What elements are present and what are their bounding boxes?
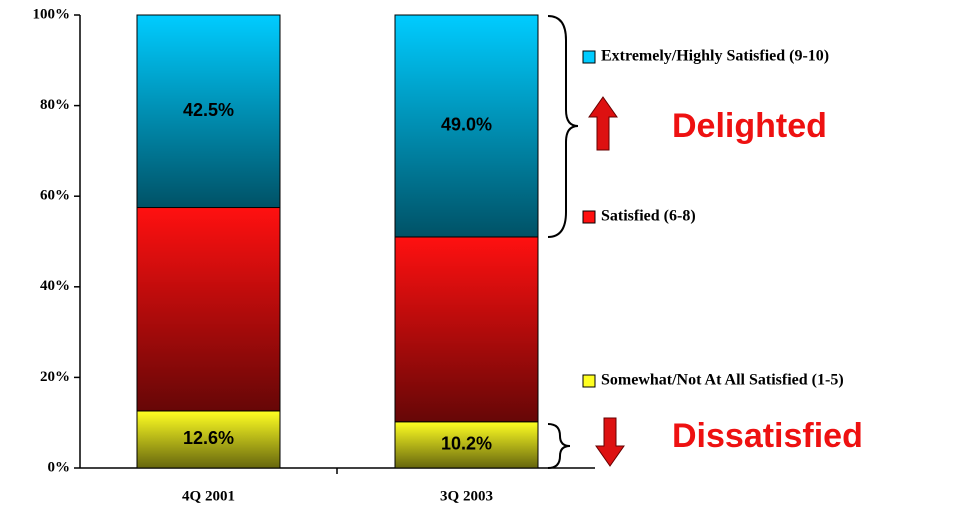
y-tick-label: 60% [40,188,70,204]
legend-label: Extremely/Highly Satisfied (9-10) [601,48,829,65]
bar-shade [394,14,539,238]
y-tick-label: 80% [40,97,70,113]
legend-swatch [582,374,596,388]
bar-shade [136,410,281,469]
y-tick-label: 20% [40,369,70,385]
value-label: 49.0% [441,115,492,135]
x-tick-label: 3Q 2003 [440,488,493,504]
y-tick-label: 100% [33,6,71,22]
legend-label: Satisfied (6-8) [601,208,696,225]
brace [547,15,579,238]
down-arrow [595,417,625,467]
legend-label: Somewhat/Not At All Satisfied (1-5) [601,372,844,389]
annotation: Delighted [672,107,827,145]
bar-shade [136,207,281,412]
bar-shade [394,236,539,423]
value-label: 12.6% [183,428,234,448]
bar-shade [136,14,281,209]
value-label: 10.2% [441,434,492,454]
up-arrow [588,96,618,151]
y-tick-label: 0% [48,459,71,475]
y-tick-label: 40% [40,278,70,294]
brace [547,423,571,469]
annotation: Dissatisfied [672,417,863,455]
legend-swatch [582,50,596,64]
x-tick-label: 4Q 2001 [182,488,235,504]
legend-swatch [582,210,596,224]
value-label: 42.5% [183,100,234,120]
